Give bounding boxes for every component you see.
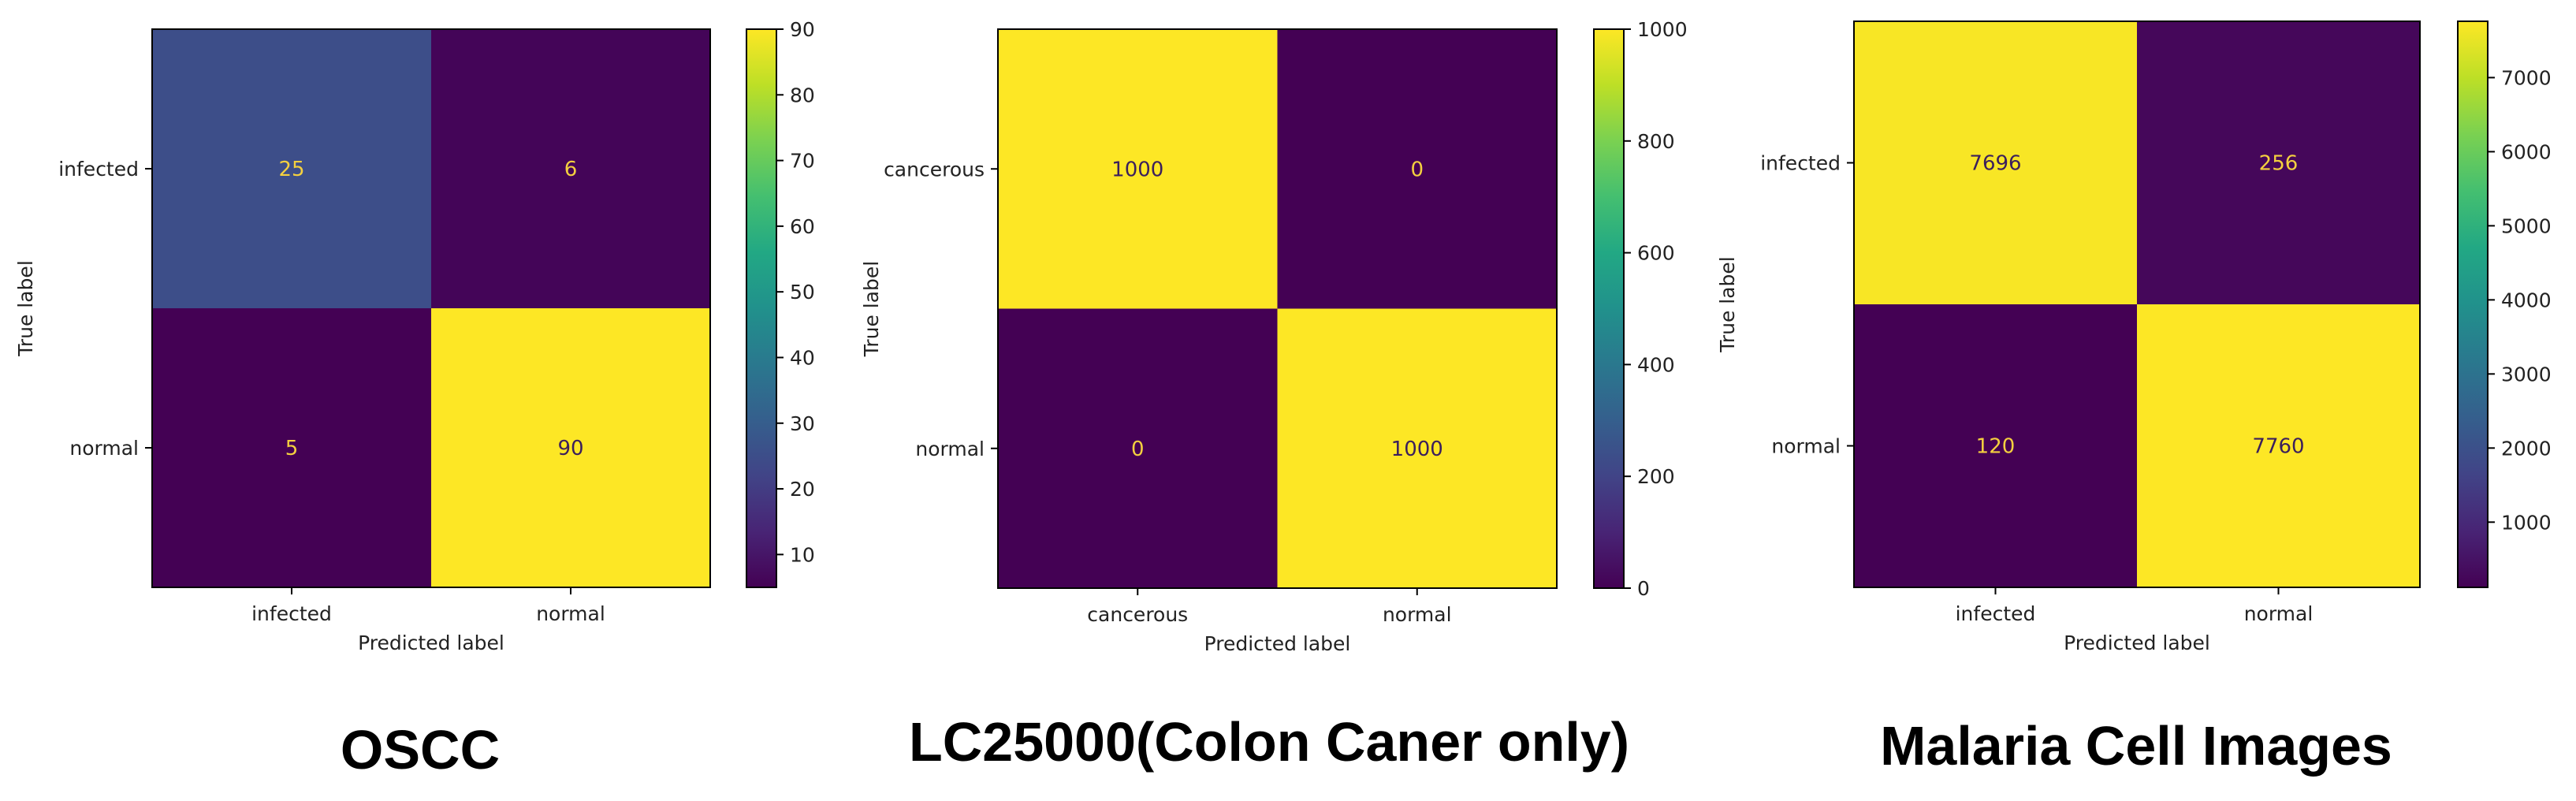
cell-value-label: 256 — [2259, 152, 2299, 176]
y-axis-label: True label — [860, 261, 883, 358]
matrix-cell — [1277, 308, 1557, 588]
matrix-cell — [1854, 21, 2137, 304]
colorbar-tick-label: 1000 — [2501, 511, 2552, 534]
y-tick-label: normal — [1771, 435, 1841, 458]
cell-value-label: 25 — [278, 158, 304, 181]
x-tick-label: normal — [1383, 603, 1452, 626]
confusion-matrix-panel: 25 6 5 90 infected normal infected normal Predic… — [14, 18, 815, 781]
colorbar-tick-label: 40 — [790, 346, 815, 369]
x-tick-label: normal — [536, 602, 605, 625]
cell-value-label: 1000 — [1391, 438, 1443, 461]
cell-value-label: 1000 — [1111, 158, 1163, 181]
matrix-frame — [997, 28, 1558, 589]
matrix-frame — [1853, 20, 2421, 588]
x-axis-label: Predicted label — [2064, 631, 2210, 654]
cell-value-label: 6 — [564, 158, 578, 181]
matrix-cell — [1854, 304, 2137, 587]
matrix-cell — [152, 29, 431, 308]
y-tick-label: cancerous — [884, 158, 985, 181]
y-tick-label: normal — [915, 438, 985, 460]
colorbar — [2457, 20, 2489, 588]
colorbar — [746, 28, 777, 588]
matrix-frame — [151, 28, 711, 588]
panel-title: LC25000(Colon Caner only) — [909, 711, 1629, 773]
colorbar-tick-label: 800 — [1637, 130, 1675, 153]
x-tick-label: infected — [251, 602, 332, 625]
x-tick-label: infected — [1956, 602, 2036, 625]
matrix-cell — [998, 308, 1278, 588]
colorbar-tick-label: 80 — [790, 84, 815, 106]
panel-title: Malaria Cell Images — [1880, 715, 2392, 777]
cell-value-label: 0 — [1410, 158, 1424, 181]
x-tick-label: cancerous — [1087, 603, 1188, 626]
colorbar-tick-label: 70 — [790, 150, 815, 173]
y-axis-label: True label — [14, 260, 37, 357]
matrix-cell — [1277, 29, 1557, 309]
colorbar-tick-label: 60 — [790, 215, 815, 238]
matrix-cell — [431, 308, 710, 587]
cell-value-label: 0 — [1131, 438, 1145, 461]
colorbar-tick-label: 10 — [790, 543, 815, 566]
y-tick-label: infected — [58, 158, 139, 181]
colorbar-tick-label: 2000 — [2501, 437, 2552, 460]
colorbar — [1593, 28, 1625, 589]
colorbar-tick-label: 7000 — [2501, 66, 2552, 89]
y-tick-label: infected — [1760, 152, 1841, 175]
confusion-matrix-panel: 1000 0 0 1000 cancerous normal cancerous normal… — [860, 18, 1688, 773]
matrix-cell — [998, 29, 1278, 309]
matrix-cell — [431, 29, 710, 308]
x-tick-label: normal — [2244, 602, 2314, 625]
colorbar-tick-label: 4000 — [2501, 289, 2552, 311]
matrix-cell — [2137, 21, 2420, 304]
y-tick-label: normal — [69, 437, 139, 460]
confusion-matrix-panel: 7696 256 120 7760 infected normal infected norm… — [1716, 20, 2552, 777]
cell-value-label: 7760 — [2252, 435, 2304, 459]
colorbar-tick-label: 5000 — [2501, 214, 2552, 237]
y-axis-label: True label — [1716, 256, 1739, 353]
cell-value-label: 7696 — [1969, 152, 2021, 176]
x-axis-label: Predicted label — [358, 631, 504, 654]
cell-value-label: 90 — [557, 437, 583, 460]
colorbar-tick-label: 30 — [790, 412, 815, 435]
colorbar-tick-label: 0 — [1637, 577, 1650, 600]
matrix-cell — [2137, 304, 2420, 587]
cell-value-label: 5 — [285, 437, 299, 460]
colorbar-tick-label: 600 — [1637, 242, 1675, 265]
colorbar-tick-label: 50 — [790, 281, 815, 304]
panel-title: OSCC — [341, 719, 500, 781]
colorbar-tick-label: 20 — [790, 478, 815, 501]
cell-value-label: 120 — [1976, 435, 2016, 459]
colorbar-tick-label: 3000 — [2501, 363, 2552, 386]
colorbar-tick-label: 90 — [790, 18, 815, 41]
colorbar-tick-label: 1000 — [1637, 18, 1688, 41]
colorbar-tick-label: 200 — [1637, 465, 1675, 488]
colorbar-tick-label: 400 — [1637, 353, 1675, 376]
matrix-cell — [152, 308, 431, 587]
colorbar-tick-label: 6000 — [2501, 140, 2552, 163]
x-axis-label: Predicted label — [1204, 632, 1351, 655]
